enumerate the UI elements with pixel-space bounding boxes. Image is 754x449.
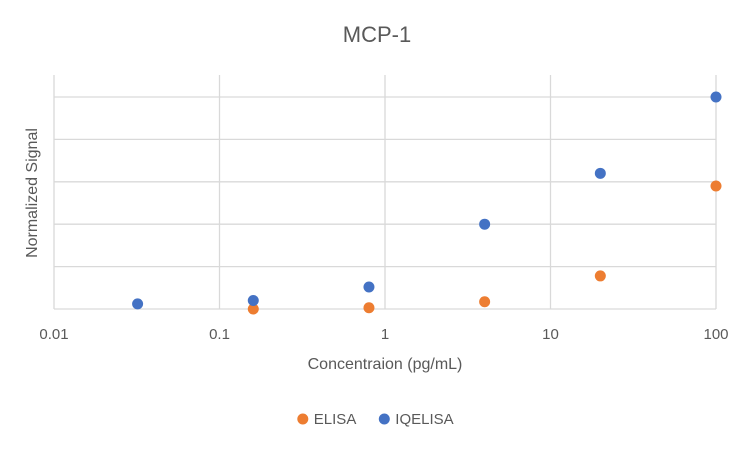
legend-marker-elisa: [297, 413, 309, 425]
point-elisa: [363, 302, 375, 314]
x-tick-label: 0.01: [39, 326, 68, 343]
point-elisa: [710, 180, 722, 192]
x-axis-ticks: 0.01 0.1 1 10 100: [39, 326, 728, 343]
x-axis-label: Concentraion (pg/mL): [308, 356, 463, 373]
x-tick-label: 100: [703, 326, 728, 343]
point-iqelisa: [247, 295, 259, 307]
point-iqelisa: [132, 298, 144, 310]
y-axis-label: Normalized Signal: [24, 128, 41, 258]
legend-marker-iqelisa: [378, 413, 390, 425]
legend-label-elisa: ELISA: [314, 411, 357, 428]
point-iqelisa: [710, 91, 722, 103]
legend: ELISA IQELISA: [297, 411, 454, 428]
point-elisa: [479, 296, 491, 308]
data-points: [132, 91, 722, 315]
point-iqelisa: [594, 167, 606, 179]
legend-label-iqelisa: IQELISA: [395, 411, 453, 428]
x-tick-label: 0.1: [209, 326, 230, 343]
point-elisa: [594, 270, 606, 282]
x-tick-label: 10: [542, 326, 559, 343]
chart-title: MCP-1: [343, 22, 411, 47]
point-iqelisa: [479, 218, 491, 230]
x-tick-label: 1: [381, 326, 389, 343]
point-elisa: [247, 303, 259, 315]
point-iqelisa: [363, 281, 375, 293]
gridlines: [53, 75, 717, 310]
